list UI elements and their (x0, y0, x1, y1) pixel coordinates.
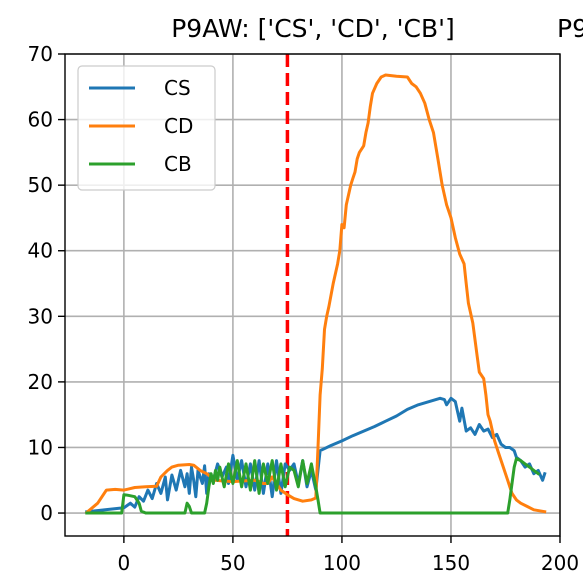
legend-label-cs: CS (164, 76, 191, 100)
x-tick-label: 150 (432, 551, 470, 575)
y-tick-label: 30 (28, 304, 53, 328)
y-tick-label: 20 (28, 370, 53, 394)
y-tick-label: 10 (28, 435, 53, 459)
series-layer (84, 73, 547, 515)
series-line-cd (84, 73, 547, 515)
y-tick-label: 60 (28, 108, 53, 132)
x-tick-label: 200 (541, 551, 579, 575)
legend-label-cd: CD (164, 114, 193, 138)
chart-title-secondary: P9 (557, 14, 583, 43)
ticks: 0 50 100 150 200 0 10 20 30 40 50 60 70 (28, 42, 580, 575)
legend: CS CD CB (77, 65, 216, 191)
plot-frame (64, 53, 561, 537)
x-tick-label: 0 (118, 551, 131, 575)
y-tick-label: 50 (28, 173, 53, 197)
y-tick-label: 0 (40, 501, 53, 525)
series-line-cb (85, 457, 541, 515)
legend-box (77, 65, 216, 191)
chart-title: P9AW: ['CS', 'CD', 'CB'] (171, 14, 455, 43)
legend-label-cb: CB (164, 152, 192, 176)
x-tick-label: 50 (220, 551, 245, 575)
y-tick-label: 70 (28, 42, 53, 66)
x-tick-label: 100 (323, 551, 361, 575)
y-tick-label: 40 (28, 239, 53, 263)
